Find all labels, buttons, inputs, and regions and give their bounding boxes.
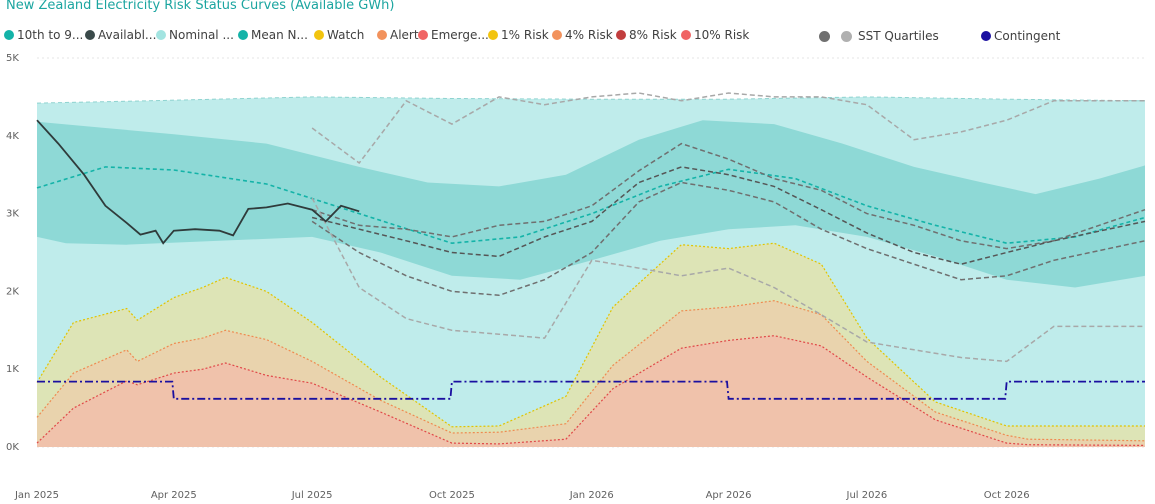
- chart-title: New Zealand Electricity Risk Status Curv…: [6, 0, 395, 13]
- legend-item[interactable]: 10% Risk: [681, 28, 749, 42]
- legend-label: 4% Risk: [565, 28, 613, 42]
- y-tick-label: 3K: [6, 209, 19, 220]
- y-tick-label: 5K: [6, 53, 19, 64]
- series-nominal-line: [36, 96, 1146, 104]
- legend-item[interactable]: 4% Risk: [552, 28, 613, 42]
- sst-dot-dark: [819, 30, 830, 42]
- legend-item[interactable]: Mean N...: [238, 28, 308, 42]
- contingent-label: Contingent: [994, 29, 1061, 43]
- legend-dot: [681, 30, 691, 40]
- series-sst-q1: [311, 92, 1145, 165]
- x-tick-label: Jan 2026: [569, 490, 614, 501]
- legend-label: Alert: [390, 28, 419, 42]
- legend-item[interactable]: Nominal ...: [156, 28, 234, 42]
- legend-item[interactable]: 8% Risk: [616, 28, 677, 42]
- legend-dot: [156, 30, 166, 40]
- legend-dot: [4, 30, 14, 40]
- legend-dot: [314, 30, 324, 40]
- legend-label: 8% Risk: [629, 28, 677, 42]
- legend-dot: [418, 30, 428, 40]
- series-10-90-band: [37, 120, 1145, 288]
- series-sst-q4: [311, 181, 1146, 297]
- x-tick-label: Oct 2026: [984, 490, 1030, 501]
- series-sst-q3: [311, 166, 1146, 265]
- sst-label: SST Quartiles: [858, 29, 939, 43]
- x-tick-label: Jul 2025: [291, 490, 333, 501]
- legend-item[interactable]: Watch: [314, 28, 364, 42]
- legend-item[interactable]: 1% Risk: [488, 28, 549, 42]
- legend-dot: [238, 30, 248, 40]
- legend-dot: [552, 30, 562, 40]
- y-tick-label: 1K: [6, 364, 19, 375]
- legend-label: Emerge...: [431, 28, 489, 42]
- series-contingent-line: [37, 380, 1145, 400]
- series-sst-q5: [311, 197, 1145, 363]
- legend-item[interactable]: Availabl...: [85, 28, 156, 42]
- x-tick-label: Apr 2026: [706, 490, 752, 501]
- legend-item[interactable]: Emerge...: [418, 28, 489, 42]
- legend-label: Watch: [327, 28, 365, 42]
- y-tick-label: 4K: [6, 131, 19, 142]
- y-tick-label: 0K: [6, 442, 19, 453]
- legend-dot: [377, 30, 387, 40]
- legend-item[interactable]: 10th to 9...: [4, 28, 83, 42]
- legend-label: Nominal ...: [169, 28, 234, 42]
- legend-label: Availabl...: [98, 28, 157, 42]
- contingent-dot: [981, 31, 991, 41]
- legend-dot: [488, 30, 498, 40]
- legend-dot: [85, 30, 95, 40]
- legend-item[interactable]: Alert: [377, 28, 419, 42]
- series-mean-line: [36, 166, 1146, 245]
- x-tick-label: Apr 2025: [151, 490, 197, 501]
- sst-dot-light: [841, 30, 852, 42]
- y-tick-label: 2K: [6, 286, 19, 297]
- legend-label: 10% Risk: [694, 28, 750, 42]
- series-watch-line: [36, 242, 1145, 428]
- contingent-legend[interactable]: Contingent: [981, 29, 1060, 43]
- sst-legend[interactable]: SST Quartiles: [819, 29, 939, 43]
- x-tick-label: Oct 2025: [429, 490, 475, 501]
- x-tick-label: Jul 2026: [846, 490, 888, 501]
- series-emergency-area: [37, 335, 1145, 447]
- legend-label: 10th to 9...: [17, 28, 84, 42]
- series-emergency-line: [36, 335, 1146, 446]
- legend-dot: [616, 30, 626, 40]
- series-alert-line: [36, 300, 1146, 442]
- series-available-line: [36, 119, 360, 245]
- legend-label: 1% Risk: [501, 28, 549, 42]
- legend-label: Mean N...: [251, 28, 308, 42]
- x-tick-label: Jan 2025: [14, 490, 59, 501]
